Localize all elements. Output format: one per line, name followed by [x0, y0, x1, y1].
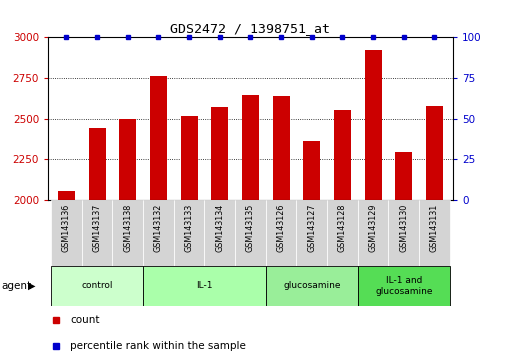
Bar [51, 266, 143, 306]
Text: GSM143136: GSM143136 [62, 203, 71, 252]
Text: GSM143128: GSM143128 [337, 203, 346, 252]
Bar [235, 200, 265, 266]
Bar [327, 200, 357, 266]
Text: GSM143130: GSM143130 [398, 203, 408, 252]
Bar [143, 200, 173, 266]
Bar [296, 200, 327, 266]
Bar [357, 266, 449, 306]
Bar [119, 119, 136, 200]
Bar [388, 200, 418, 266]
Text: GSM143134: GSM143134 [215, 203, 224, 252]
Text: GSM143137: GSM143137 [92, 203, 102, 252]
Text: GSM143135: GSM143135 [245, 203, 255, 252]
Title: GDS2472 / 1398751_at: GDS2472 / 1398751_at [170, 22, 330, 35]
Bar [265, 200, 296, 266]
Text: GSM143138: GSM143138 [123, 203, 132, 252]
Bar [394, 152, 412, 200]
Text: GSM143133: GSM143133 [184, 203, 193, 252]
Bar [51, 200, 82, 266]
Bar [425, 105, 442, 200]
Text: GSM143131: GSM143131 [429, 203, 438, 252]
Text: agent: agent [1, 281, 31, 291]
Bar [173, 200, 204, 266]
Text: IL-1: IL-1 [196, 281, 212, 290]
Bar [58, 191, 75, 200]
Bar [211, 107, 228, 200]
Bar [265, 266, 357, 306]
Bar [241, 95, 259, 200]
Text: GSM143127: GSM143127 [307, 203, 316, 252]
Text: GSM143129: GSM143129 [368, 203, 377, 252]
Bar [180, 116, 197, 200]
Text: GSM143126: GSM143126 [276, 203, 285, 252]
Bar [364, 50, 381, 200]
Text: glucosamine: glucosamine [282, 281, 340, 290]
Bar [272, 96, 289, 200]
Bar [112, 200, 143, 266]
Text: GSM143132: GSM143132 [154, 203, 163, 252]
Bar [150, 76, 167, 200]
Bar [82, 200, 112, 266]
Text: percentile rank within the sample: percentile rank within the sample [70, 341, 246, 351]
Text: IL-1 and
glucosamine: IL-1 and glucosamine [374, 276, 432, 296]
Bar [204, 200, 235, 266]
Bar [333, 110, 350, 200]
Bar [303, 141, 320, 200]
Bar [143, 266, 265, 306]
Text: count: count [70, 315, 99, 325]
Text: ▶: ▶ [28, 281, 35, 291]
Bar [418, 200, 449, 266]
Bar [88, 129, 106, 200]
Bar [357, 200, 388, 266]
Text: control: control [81, 281, 113, 290]
